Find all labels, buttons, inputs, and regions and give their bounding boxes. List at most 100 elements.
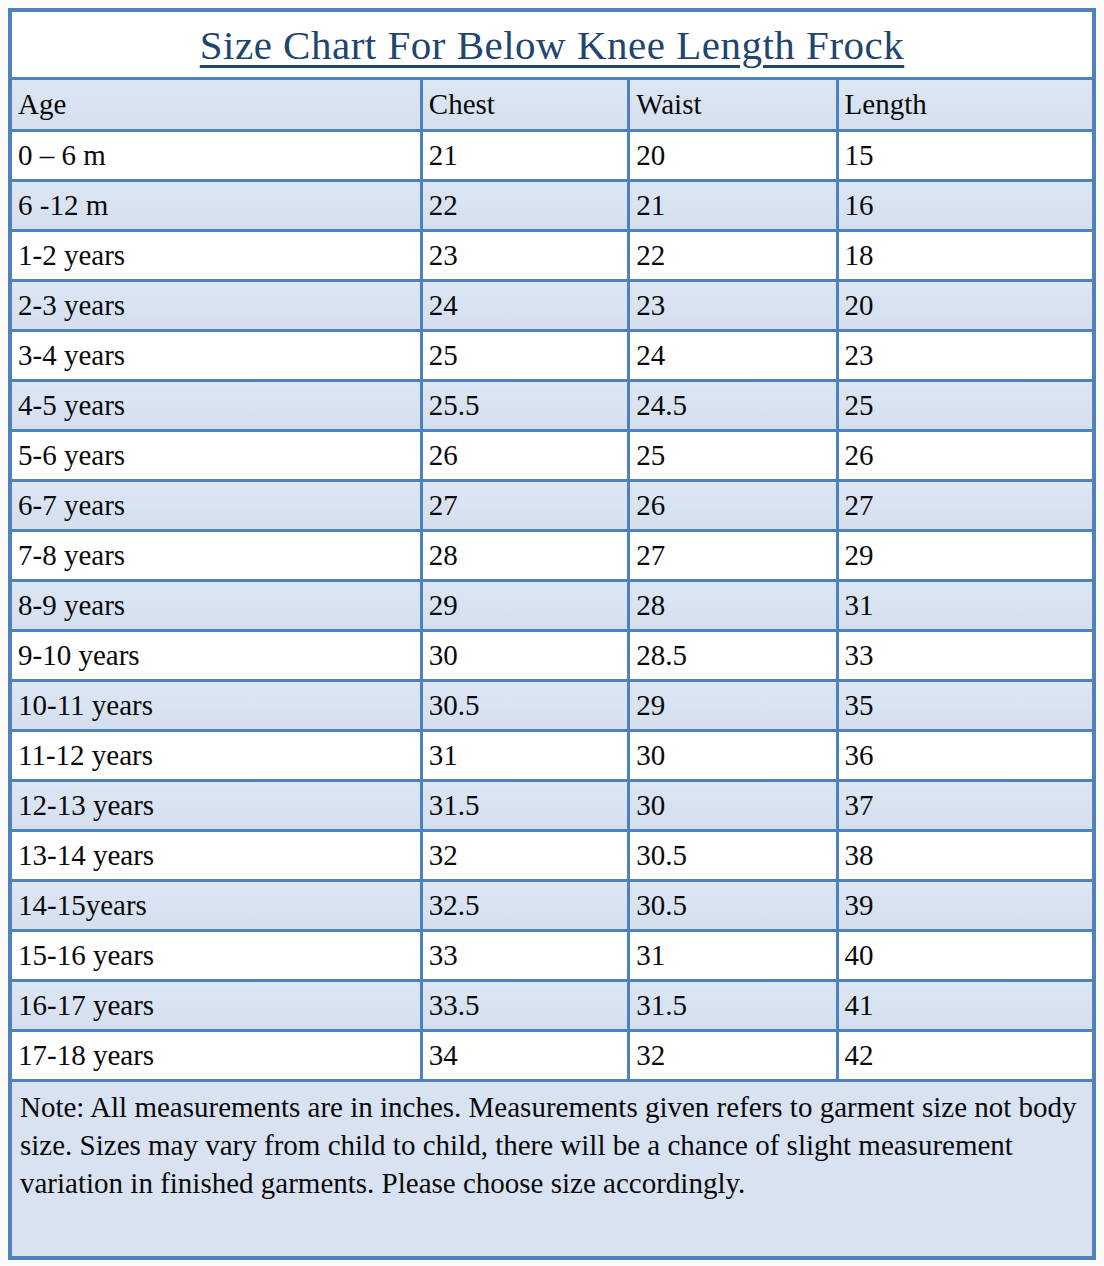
table-row: 5-6 years 26 25 26	[12, 430, 1092, 480]
size-chart-frame: Size Chart For Below Knee Length Frock A…	[8, 8, 1096, 1260]
table-row: 3-4 years 25 24 23	[12, 330, 1092, 380]
waist-cell: 30.5	[629, 830, 837, 880]
table-row: 1-2 years 23 22 18	[12, 230, 1092, 280]
header-age: Age	[12, 80, 421, 130]
table-row: 13-14 years 32 30.5 38	[12, 830, 1092, 880]
age-cell: 8-9 years	[12, 580, 421, 630]
table-row: 10-11 years 30.5 29 35	[12, 680, 1092, 730]
chest-cell: 23	[421, 230, 628, 280]
length-cell: 40	[837, 930, 1092, 980]
waist-cell: 32	[629, 1030, 837, 1080]
table-row: 0 – 6 m 21 20 15	[12, 130, 1092, 180]
age-cell: 1-2 years	[12, 230, 421, 280]
age-cell: 17-18 years	[12, 1030, 421, 1080]
size-table-body: 0 – 6 m 21 20 15 6 -12 m 22 21 16 1-2 ye…	[12, 130, 1092, 1080]
header-waist: Waist	[629, 80, 837, 130]
chest-cell: 29	[421, 580, 628, 630]
length-cell: 41	[837, 980, 1092, 1030]
chest-cell: 33	[421, 930, 628, 980]
chest-cell: 32	[421, 830, 628, 880]
age-cell: 0 – 6 m	[12, 130, 421, 180]
length-cell: 42	[837, 1030, 1092, 1080]
age-cell: 12-13 years	[12, 780, 421, 830]
size-table: Age Chest Waist Length 0 – 6 m 21 20 15 …	[12, 80, 1092, 1082]
table-row: 7-8 years 28 27 29	[12, 530, 1092, 580]
waist-cell: 25	[629, 430, 837, 480]
header-row: Age Chest Waist Length	[12, 80, 1092, 130]
length-cell: 35	[837, 680, 1092, 730]
age-cell: 14-15years	[12, 880, 421, 930]
page-title: Size Chart For Below Knee Length Frock	[200, 21, 904, 69]
length-cell: 39	[837, 880, 1092, 930]
age-cell: 6-7 years	[12, 480, 421, 530]
waist-cell: 30	[629, 780, 837, 830]
chest-cell: 32.5	[421, 880, 628, 930]
waist-cell: 26	[629, 480, 837, 530]
title-bar: Size Chart For Below Knee Length Frock	[12, 12, 1092, 80]
age-cell: 11-12 years	[12, 730, 421, 780]
length-cell: 15	[837, 130, 1092, 180]
size-table-head: Age Chest Waist Length	[12, 80, 1092, 130]
chest-cell: 21	[421, 130, 628, 180]
length-cell: 33	[837, 630, 1092, 680]
age-cell: 13-14 years	[12, 830, 421, 880]
table-row: 2-3 years 24 23 20	[12, 280, 1092, 330]
length-cell: 23	[837, 330, 1092, 380]
chest-cell: 22	[421, 180, 628, 230]
table-row: 17-18 years 34 32 42	[12, 1030, 1092, 1080]
length-cell: 16	[837, 180, 1092, 230]
chest-cell: 25	[421, 330, 628, 380]
length-cell: 26	[837, 430, 1092, 480]
table-row: 6 -12 m 22 21 16	[12, 180, 1092, 230]
age-cell: 15-16 years	[12, 930, 421, 980]
chest-cell: 34	[421, 1030, 628, 1080]
chest-cell: 31	[421, 730, 628, 780]
waist-cell: 23	[629, 280, 837, 330]
chest-cell: 27	[421, 480, 628, 530]
age-cell: 3-4 years	[12, 330, 421, 380]
waist-cell: 31.5	[629, 980, 837, 1030]
table-row: 14-15years 32.5 30.5 39	[12, 880, 1092, 930]
age-cell: 10-11 years	[12, 680, 421, 730]
length-cell: 25	[837, 380, 1092, 430]
age-cell: 4-5 years	[12, 380, 421, 430]
table-row: 16-17 years 33.5 31.5 41	[12, 980, 1092, 1030]
length-cell: 18	[837, 230, 1092, 280]
chest-cell: 26	[421, 430, 628, 480]
chest-cell: 30	[421, 630, 628, 680]
waist-cell: 28	[629, 580, 837, 630]
length-cell: 36	[837, 730, 1092, 780]
waist-cell: 22	[629, 230, 837, 280]
age-cell: 2-3 years	[12, 280, 421, 330]
table-row: 11-12 years 31 30 36	[12, 730, 1092, 780]
chest-cell: 24	[421, 280, 628, 330]
length-cell: 31	[837, 580, 1092, 630]
length-cell: 38	[837, 830, 1092, 880]
waist-cell: 30.5	[629, 880, 837, 930]
chest-cell: 33.5	[421, 980, 628, 1030]
waist-cell: 30	[629, 730, 837, 780]
waist-cell: 20	[629, 130, 837, 180]
waist-cell: 24	[629, 330, 837, 380]
table-row: 12-13 years 31.5 30 37	[12, 780, 1092, 830]
waist-cell: 27	[629, 530, 837, 580]
length-cell: 20	[837, 280, 1092, 330]
chest-cell: 28	[421, 530, 628, 580]
table-row: 6-7 years 27 26 27	[12, 480, 1092, 530]
age-cell: 7-8 years	[12, 530, 421, 580]
header-chest: Chest	[421, 80, 628, 130]
waist-cell: 31	[629, 930, 837, 980]
table-row: 4-5 years 25.5 24.5 25	[12, 380, 1092, 430]
header-length: Length	[837, 80, 1092, 130]
waist-cell: 24.5	[629, 380, 837, 430]
age-cell: 6 -12 m	[12, 180, 421, 230]
note-text: Note: All measurements are in inches. Me…	[12, 1082, 1092, 1257]
age-cell: 9-10 years	[12, 630, 421, 680]
age-cell: 16-17 years	[12, 980, 421, 1030]
table-row: 15-16 years 33 31 40	[12, 930, 1092, 980]
waist-cell: 29	[629, 680, 837, 730]
length-cell: 29	[837, 530, 1092, 580]
age-cell: 5-6 years	[12, 430, 421, 480]
table-row: 8-9 years 29 28 31	[12, 580, 1092, 630]
table-row: 9-10 years 30 28.5 33	[12, 630, 1092, 680]
